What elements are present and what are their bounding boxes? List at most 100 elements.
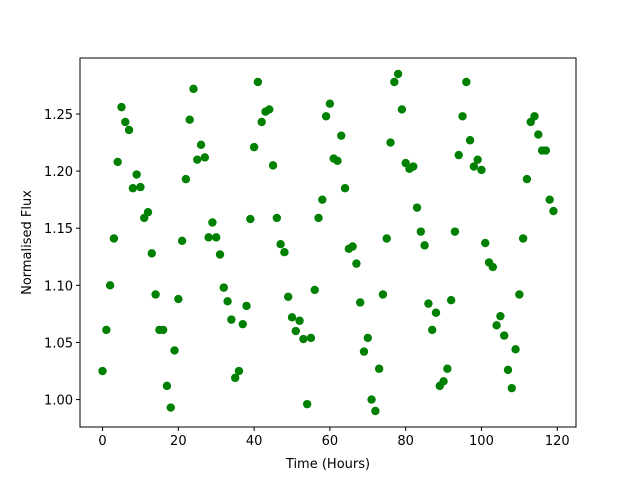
point — [473, 155, 482, 164]
point — [299, 334, 308, 344]
point — [503, 365, 513, 375]
point — [223, 297, 232, 306]
point — [477, 165, 486, 175]
point — [185, 115, 194, 124]
point — [359, 347, 369, 356]
point — [515, 290, 524, 299]
point — [227, 315, 236, 324]
point — [151, 290, 160, 299]
point — [208, 218, 217, 227]
x-tick-label: 100 — [469, 434, 494, 449]
point — [549, 206, 558, 216]
point — [121, 117, 130, 127]
point — [431, 308, 441, 317]
point — [340, 184, 350, 193]
point — [371, 406, 380, 416]
point — [416, 227, 426, 236]
point — [496, 311, 505, 321]
point — [397, 105, 407, 114]
point — [117, 102, 126, 112]
point — [98, 366, 107, 376]
point — [363, 333, 372, 343]
point — [234, 366, 244, 376]
point — [541, 146, 551, 155]
point — [321, 112, 331, 121]
point — [113, 157, 122, 167]
point — [272, 213, 282, 223]
point — [454, 150, 463, 160]
point — [147, 249, 157, 258]
point — [174, 294, 183, 304]
point — [162, 381, 172, 391]
point — [193, 155, 202, 164]
point — [465, 136, 475, 145]
y-tick-label: 1.10 — [44, 279, 73, 294]
point — [268, 161, 278, 170]
point — [462, 77, 471, 87]
point — [105, 281, 115, 290]
point — [310, 285, 319, 295]
point — [276, 240, 285, 249]
y-tick-label: 1.20 — [44, 165, 73, 180]
point — [246, 214, 255, 224]
point — [302, 399, 312, 409]
point — [450, 227, 460, 236]
point — [518, 234, 528, 243]
point — [507, 383, 516, 393]
y-tick-label: 1.00 — [44, 394, 73, 409]
point — [428, 325, 437, 335]
point — [393, 69, 403, 79]
point — [102, 325, 111, 335]
point — [382, 234, 391, 243]
point — [545, 195, 554, 204]
point — [204, 233, 213, 242]
point — [124, 125, 134, 135]
point — [352, 259, 361, 268]
point — [333, 156, 342, 166]
point — [511, 345, 520, 354]
point — [492, 321, 501, 330]
point — [390, 77, 399, 87]
point — [280, 248, 289, 257]
point — [253, 77, 263, 87]
point — [189, 84, 198, 94]
x-tick-label: 120 — [545, 434, 570, 449]
point — [132, 170, 141, 179]
point — [409, 162, 418, 171]
point — [242, 301, 251, 311]
point — [412, 203, 422, 212]
point — [200, 153, 210, 162]
x-axis-label: Time (Hours) — [285, 457, 370, 472]
y-tick-label: 1.25 — [44, 108, 73, 123]
y-axis-label: Normalised Flux — [20, 190, 35, 295]
point — [284, 292, 293, 301]
point — [287, 313, 297, 322]
point — [143, 208, 153, 217]
point — [238, 319, 247, 329]
point — [534, 130, 543, 139]
point — [530, 112, 539, 121]
point — [212, 233, 221, 242]
point — [170, 346, 179, 355]
point — [265, 105, 274, 114]
point — [295, 316, 304, 325]
point — [356, 298, 365, 307]
point — [386, 138, 395, 147]
point — [291, 326, 300, 336]
point — [374, 364, 384, 373]
y-tick-label: 1.15 — [44, 222, 73, 237]
x-tick-label: 40 — [246, 434, 263, 449]
point — [109, 234, 119, 243]
point — [337, 131, 346, 140]
point — [318, 195, 327, 204]
point — [420, 241, 429, 250]
point — [196, 140, 206, 150]
point — [257, 117, 266, 127]
point — [177, 236, 187, 245]
point — [249, 142, 259, 152]
point — [378, 290, 388, 299]
point — [136, 182, 145, 192]
point — [522, 174, 532, 184]
point — [314, 213, 323, 223]
